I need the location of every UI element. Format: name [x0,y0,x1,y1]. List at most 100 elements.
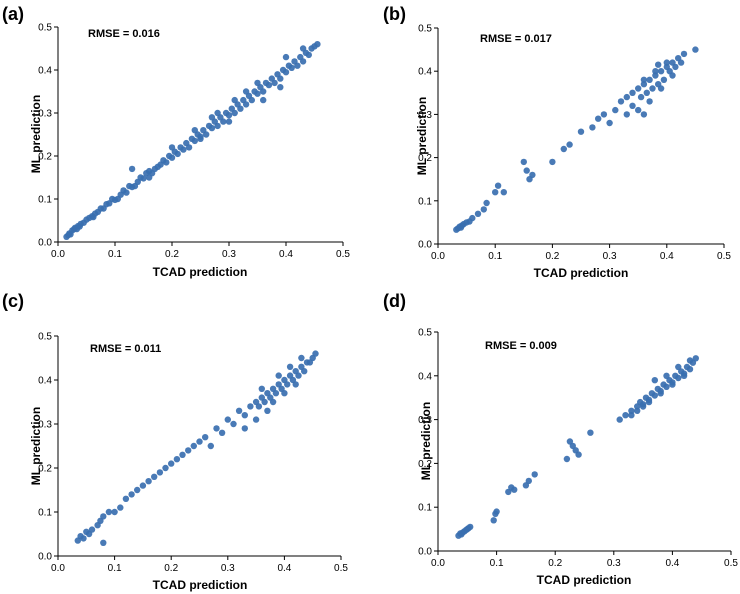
data-point [247,403,254,410]
x-tick-label: 0.4 [660,251,674,262]
data-point [606,119,613,127]
data-point [254,90,261,97]
data-point [254,79,261,87]
data-point [560,145,567,153]
data-point [314,41,321,48]
data-point [640,81,648,88]
data-point [675,363,682,371]
data-point [686,366,694,373]
x-tick-label: 0.5 [334,563,348,574]
y-tick-label: 0.0 [418,240,432,251]
data-point [202,434,209,441]
y-tick-label: 0.5 [38,23,52,34]
data-point [134,486,141,494]
data-point [225,112,233,119]
y-tick-label: 0.0 [38,552,52,563]
data-point [645,398,653,406]
y-axis-label: ML prediction [29,407,43,485]
data-point [305,51,312,59]
data-point [230,420,237,428]
y-tick-label: 0.3 [418,415,432,426]
data-point [652,68,659,75]
data-point [639,403,647,410]
data-point [563,455,571,463]
data-point [139,482,147,489]
rmse-annotation: RMSE = 0.016 [88,28,160,40]
data-point [294,62,301,69]
data-point [258,385,265,392]
data-point [191,127,198,134]
data-point [646,76,653,84]
y-tick-label: 0.3 [418,110,432,121]
y-tick-label: 0.4 [38,376,52,387]
data-point [628,407,635,414]
x-tick-label: 0.0 [431,558,445,569]
panel-label: (c) [2,291,24,311]
data-point [686,357,694,364]
data-point [566,141,573,148]
rmse-annotation: RMSE = 0.009 [485,340,557,352]
y-tick-label: 0.3 [38,420,52,431]
x-axis-label: TCAD prediction [537,573,632,587]
data-point [622,412,629,419]
x-tick-label: 0.5 [336,249,350,260]
data-point [295,372,302,379]
data-point [80,535,87,542]
data-point [500,189,507,196]
data-point [231,109,238,117]
data-point [196,438,203,445]
data-point [692,46,699,53]
data-point [600,111,608,118]
data-point [214,109,221,117]
data-point [162,464,169,472]
x-tick-label: 0.5 [724,558,738,569]
data-point [128,491,135,498]
data-point [265,81,273,89]
y-tick-label: 0.5 [418,24,432,35]
data-point [123,189,130,196]
data-point [156,469,164,476]
data-point [208,114,216,121]
data-point [299,58,307,65]
data-point [207,442,214,450]
rmse-annotation: RMSE = 0.011 [90,343,161,355]
data-point [657,85,665,92]
data-point [88,526,96,533]
data-point [493,508,500,515]
data-point [492,189,499,196]
y-tick-label: 0.2 [418,459,432,470]
data-point [288,64,295,72]
x-tick-label: 0.4 [665,558,679,569]
data-point [105,508,113,516]
data-point [117,504,124,511]
panel-label: (b) [383,4,406,24]
data-point [151,473,158,480]
x-tick-label: 0.1 [108,249,122,260]
data-point [677,59,685,66]
data-point [640,111,648,118]
x-tick-label: 0.5 [717,251,731,262]
data-point [577,128,585,135]
data-point [616,416,623,423]
x-tick-label: 0.3 [222,249,236,260]
data-point [255,403,263,410]
data-point [655,61,662,68]
data-point [651,392,658,399]
data-point [281,390,288,397]
data-point [635,85,642,92]
data-point [185,447,192,454]
rmse-annotation: RMSE = 0.017 [480,33,552,45]
data-point [589,124,596,131]
data-point [284,381,291,388]
panel-3: 0.0 0.1 0.2 0.3 0.4 0.5 0.0 0.1 0.2 0.3 0.4 0.5 (d) R… [383,291,738,587]
data-point [145,478,152,485]
data-point [185,144,193,151]
data-point [191,137,198,145]
panel-label: (a) [2,4,24,24]
data-point [252,416,260,423]
data-point [301,368,308,375]
x-tick-label: 0.2 [545,251,559,262]
data-point [111,508,118,516]
data-point [511,486,518,493]
